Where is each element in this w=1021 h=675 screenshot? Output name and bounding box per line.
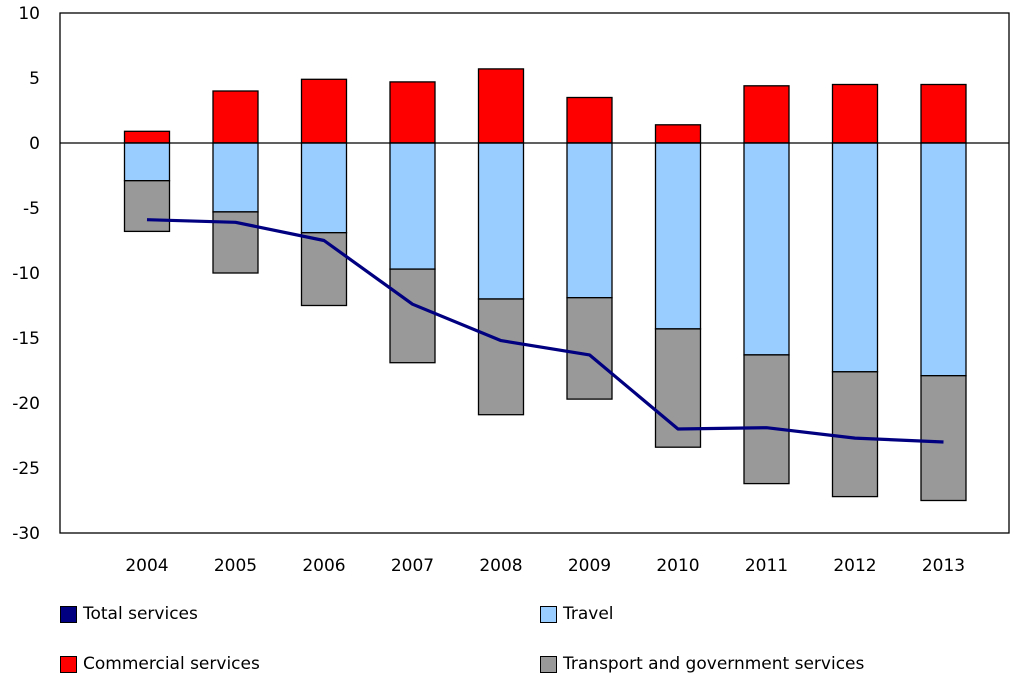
- x-tick-label: 2010: [656, 556, 699, 576]
- y-tick-label: 0: [29, 134, 40, 154]
- bar-transport-and-government-services: [123, 180, 171, 233]
- bar-commercial-services: [212, 90, 259, 144]
- bar-commercial-services: [743, 85, 790, 144]
- x-tick-label: 2013: [922, 556, 965, 576]
- bar-transport-and-government-services: [389, 268, 436, 364]
- bar-transport-and-government-services: [477, 298, 525, 416]
- y-tick-label: -25: [12, 459, 40, 479]
- line-total-services: [146, 218, 944, 444]
- y-axis-ticks: 10 5 0 -5 -10 -15 -20 -25 -30: [12, 4, 40, 544]
- bar-transport-and-government-services: [920, 375, 967, 502]
- bar-travel: [743, 142, 790, 356]
- y-tick-label: 5: [29, 69, 40, 89]
- x-tick-label: 2004: [125, 556, 168, 576]
- y-tick-label: 10: [18, 4, 40, 24]
- y-tick-label: -15: [12, 329, 40, 349]
- x-tick-label: 2009: [568, 556, 611, 576]
- bar-commercial-services: [389, 81, 436, 144]
- y-tick-label: -10: [12, 264, 40, 284]
- bars-group: [123, 68, 967, 502]
- x-tick-label: 2008: [479, 556, 522, 576]
- bar-transport-and-government-services: [831, 371, 879, 498]
- y-tick-label: -20: [12, 394, 40, 414]
- bar-commercial-services: [654, 124, 702, 144]
- bar-travel: [477, 142, 525, 300]
- y-tick-label: -30: [12, 524, 40, 544]
- bar-travel: [212, 142, 259, 213]
- x-tick-label: 2012: [833, 556, 876, 576]
- bar-transport-and-government-services: [300, 232, 348, 307]
- x-axis-ticks: 2004 2005 2006 2007 2008 2009 2010 2011 2012 2013: [125, 556, 965, 576]
- x-tick-label: 2011: [745, 556, 788, 576]
- bar-commercial-services: [300, 78, 348, 144]
- bar-travel: [300, 142, 348, 234]
- x-tick-label: 2006: [302, 556, 345, 576]
- bar-commercial-services: [477, 68, 525, 144]
- bar-commercial-services: [566, 96, 613, 144]
- bar-travel: [566, 142, 613, 299]
- bar-travel: [123, 142, 171, 182]
- bar-commercial-services: [123, 130, 171, 144]
- y-tick-label: -5: [23, 199, 40, 219]
- bar-travel: [654, 142, 702, 330]
- bar-travel: [831, 142, 879, 373]
- bar-travel: [920, 142, 967, 377]
- bar-transport-and-government-services: [743, 354, 790, 485]
- bar-transport-and-government-services: [566, 297, 613, 400]
- bar-travel: [389, 142, 436, 270]
- bar-commercial-services: [831, 83, 879, 144]
- x-tick-label: 2005: [214, 556, 257, 576]
- x-tick-label: 2007: [391, 556, 434, 576]
- bar-commercial-services: [920, 83, 967, 144]
- total-services-line-group: [146, 218, 944, 444]
